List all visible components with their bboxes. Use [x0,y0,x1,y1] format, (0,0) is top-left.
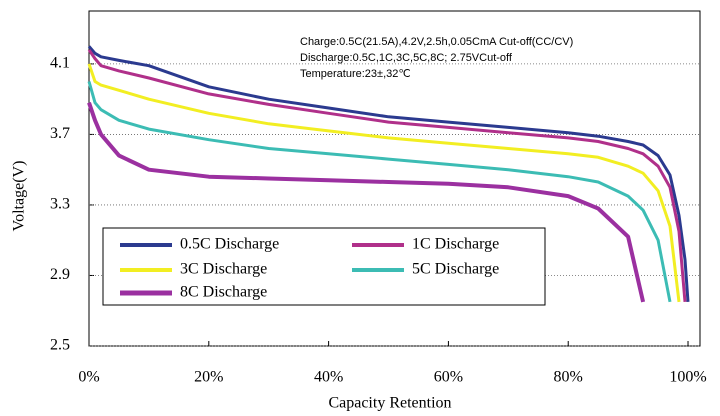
x-axis-title: Capacity Retention [328,395,451,412]
annotation: Discharge:0.5C,1C,3C,5C,8C; 2.75VCut-off [300,52,513,64]
y-tick-label: 2.5 [50,337,70,354]
x-tick-label: 0% [78,369,99,386]
y-axis-title: Voltage(V) [11,161,28,232]
legend-label: 1C Discharge [412,236,499,253]
y-tick-label: 3.3 [50,196,70,213]
y-tick-label: 2.9 [50,266,70,283]
x-tick-label: 20% [194,369,223,386]
legend-label: 0.5C Discharge [180,236,279,253]
x-tick-label: 100% [669,369,706,386]
series-line [87,81,672,303]
x-tick-label: 60% [434,369,463,386]
annotation: Charge:0.5C(21.5A),4.2V,2.5h,0.05CmA Cut… [300,36,573,48]
legend-box [102,227,546,306]
series-line [87,45,690,303]
y-tick-label: 4.1 [50,55,70,72]
legend-label: 8C Discharge [180,284,267,301]
series-line [87,48,687,303]
series-line [87,63,681,303]
legend-label: 3C Discharge [180,261,267,278]
plot-frame [88,10,701,347]
y-tick-label: 3.7 [50,125,70,142]
annotation: Temperature:23±,32℃ [300,68,411,80]
series-line [87,102,646,303]
legend-label: 5C Discharge [412,261,499,278]
x-tick-label: 80% [554,369,583,386]
x-tick-label: 40% [314,369,343,386]
